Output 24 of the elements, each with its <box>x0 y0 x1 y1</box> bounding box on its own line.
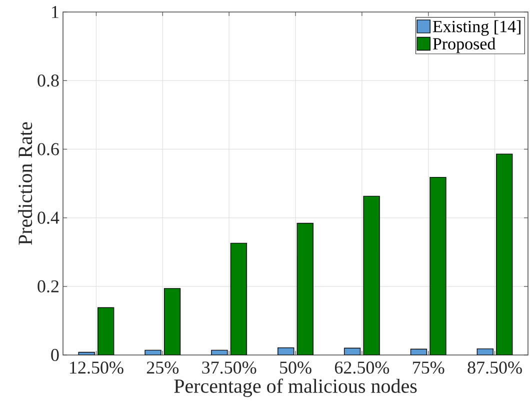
bar <box>496 154 513 355</box>
x-tick-label: 87.50% <box>468 362 522 374</box>
legend-label: Proposed <box>432 38 496 54</box>
y-tick-label: 0.2 <box>38 280 58 292</box>
bar <box>164 288 181 355</box>
y-tick-label: 1 <box>52 6 58 18</box>
x-tick-label: 25% <box>146 362 179 374</box>
bar <box>430 176 446 355</box>
bar <box>363 196 380 355</box>
x-tick-label: 12.50% <box>70 362 124 374</box>
y-tick-label: 0.8 <box>38 74 59 87</box>
x-axis-title: Percentage of malicious nodes <box>174 378 417 398</box>
bar <box>296 222 314 355</box>
y-tick-label: 0.6 <box>38 143 59 156</box>
y-tick-label: 0 <box>51 348 59 362</box>
x-tick-label: 62.50% <box>334 362 390 374</box>
y-axis-title: Prediction Rate <box>18 122 32 245</box>
bar <box>98 307 114 355</box>
legend-label: Existing [14] <box>432 20 520 36</box>
x-tick-label: 75% <box>413 362 444 374</box>
x-tick-label: 37.50% <box>202 362 256 374</box>
x-tick-label: 50% <box>280 362 312 374</box>
y-tick-label: 0.4 <box>38 212 60 224</box>
bar <box>230 242 248 355</box>
